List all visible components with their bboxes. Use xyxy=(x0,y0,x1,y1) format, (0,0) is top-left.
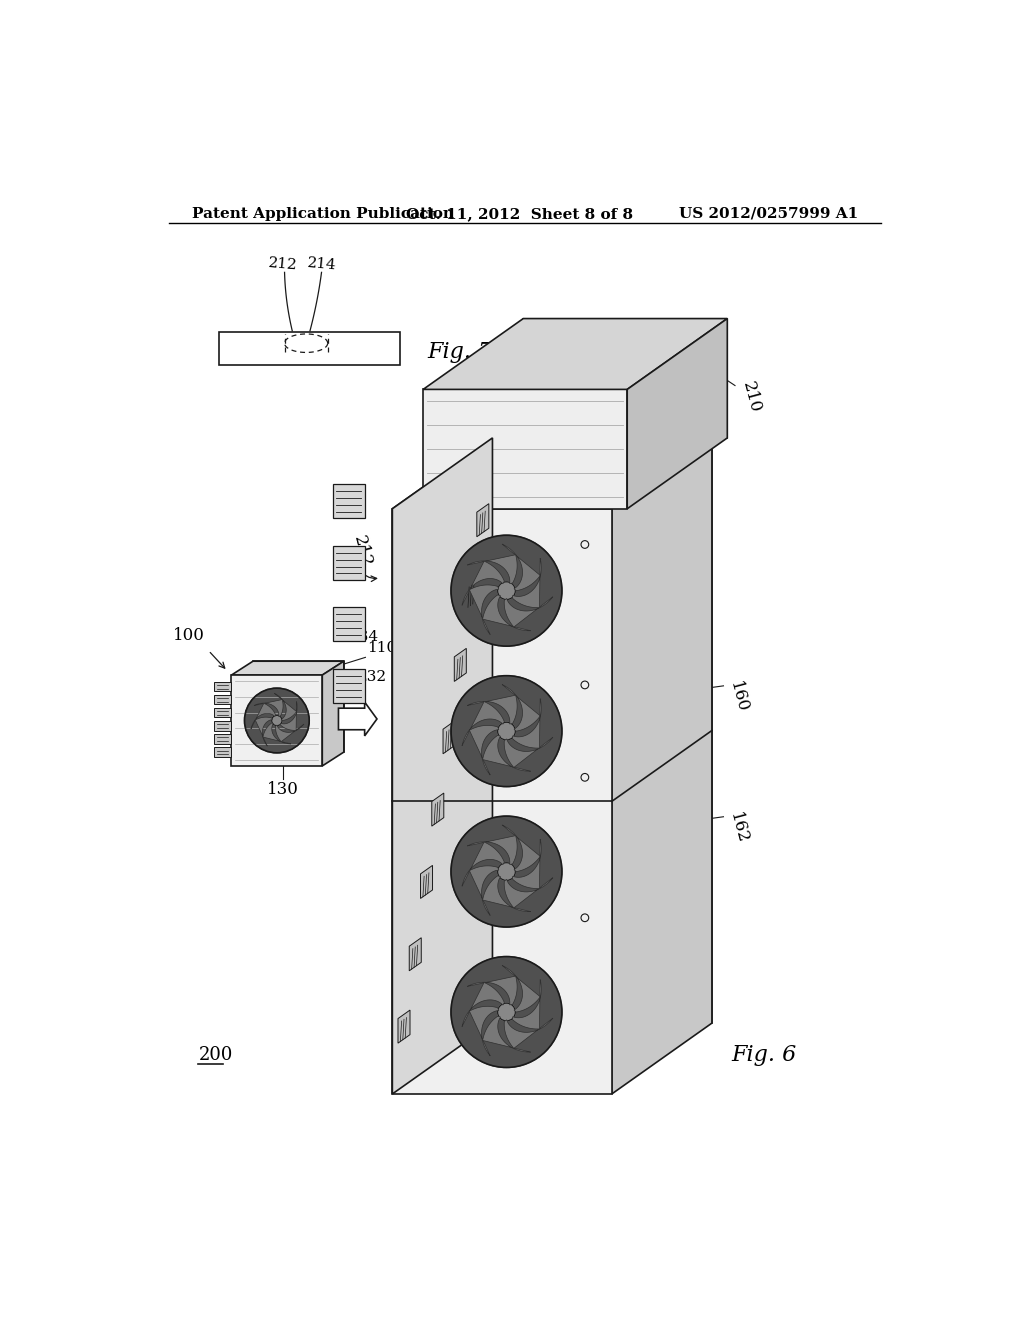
Bar xyxy=(214,734,231,743)
Polygon shape xyxy=(504,597,553,627)
Polygon shape xyxy=(251,704,275,729)
Polygon shape xyxy=(339,702,377,737)
Polygon shape xyxy=(502,965,541,1012)
Polygon shape xyxy=(467,554,517,583)
Polygon shape xyxy=(231,661,344,675)
Polygon shape xyxy=(323,661,344,766)
Polygon shape xyxy=(611,438,712,1094)
Polygon shape xyxy=(421,866,432,899)
Polygon shape xyxy=(263,723,291,744)
Polygon shape xyxy=(462,561,504,606)
Polygon shape xyxy=(443,721,455,754)
Bar xyxy=(333,669,366,702)
Circle shape xyxy=(451,957,562,1068)
Text: 200: 200 xyxy=(199,1047,232,1064)
Polygon shape xyxy=(467,696,517,723)
Polygon shape xyxy=(504,1018,553,1048)
Polygon shape xyxy=(423,318,727,389)
Text: 162: 162 xyxy=(726,810,751,846)
Bar xyxy=(214,696,231,705)
Polygon shape xyxy=(274,693,297,721)
Text: 130: 130 xyxy=(267,781,299,799)
Text: Oct. 11, 2012  Sheet 8 of 8: Oct. 11, 2012 Sheet 8 of 8 xyxy=(406,207,633,220)
Polygon shape xyxy=(281,701,297,730)
Polygon shape xyxy=(502,685,541,731)
Circle shape xyxy=(271,715,282,726)
Bar xyxy=(214,747,231,756)
Bar xyxy=(214,721,231,730)
Bar xyxy=(333,607,366,642)
Polygon shape xyxy=(469,585,499,635)
Text: 210: 210 xyxy=(739,380,764,414)
Polygon shape xyxy=(502,544,541,590)
Polygon shape xyxy=(467,836,517,865)
Polygon shape xyxy=(482,595,530,631)
Text: 212: 212 xyxy=(268,256,298,273)
Circle shape xyxy=(451,676,562,787)
Polygon shape xyxy=(466,576,477,609)
Polygon shape xyxy=(398,1010,410,1043)
Bar xyxy=(333,484,366,517)
Polygon shape xyxy=(502,825,541,871)
Bar xyxy=(231,675,323,766)
Polygon shape xyxy=(410,937,421,970)
Polygon shape xyxy=(462,701,504,746)
Polygon shape xyxy=(392,438,712,508)
Text: US 2012/0257999 A1: US 2012/0257999 A1 xyxy=(679,207,858,220)
Circle shape xyxy=(498,722,515,741)
Text: Patent Application Publication: Patent Application Publication xyxy=(193,207,455,220)
Polygon shape xyxy=(628,318,727,508)
Polygon shape xyxy=(504,878,553,908)
Text: 160: 160 xyxy=(726,680,751,715)
Polygon shape xyxy=(467,975,517,1005)
Circle shape xyxy=(451,535,562,645)
Text: 100: 100 xyxy=(173,627,205,644)
Polygon shape xyxy=(469,726,499,775)
Text: 110: 110 xyxy=(367,642,396,655)
Bar xyxy=(214,682,231,692)
Polygon shape xyxy=(513,840,542,888)
Polygon shape xyxy=(493,438,712,1023)
Text: 214: 214 xyxy=(306,256,337,273)
Polygon shape xyxy=(462,982,504,1027)
Circle shape xyxy=(451,816,562,927)
Polygon shape xyxy=(275,725,304,742)
Polygon shape xyxy=(469,1006,499,1056)
Bar xyxy=(219,331,400,364)
Polygon shape xyxy=(513,698,542,748)
Polygon shape xyxy=(513,558,542,607)
Polygon shape xyxy=(477,504,488,537)
Polygon shape xyxy=(504,737,553,767)
Circle shape xyxy=(245,688,309,752)
Polygon shape xyxy=(254,700,283,717)
Polygon shape xyxy=(432,793,443,826)
Polygon shape xyxy=(255,717,272,746)
Polygon shape xyxy=(469,866,499,916)
Circle shape xyxy=(498,1003,515,1020)
Polygon shape xyxy=(513,979,542,1030)
Polygon shape xyxy=(462,842,504,886)
Bar xyxy=(423,389,628,508)
Text: 232: 232 xyxy=(357,671,387,685)
Bar xyxy=(214,708,231,718)
Text: 234: 234 xyxy=(350,630,379,644)
Polygon shape xyxy=(253,661,344,752)
Circle shape xyxy=(498,582,515,599)
Polygon shape xyxy=(482,875,530,912)
Text: Fig. 6: Fig. 6 xyxy=(731,1044,797,1067)
Polygon shape xyxy=(392,438,493,1094)
Polygon shape xyxy=(455,648,466,681)
Bar xyxy=(392,508,611,1094)
Text: 212: 212 xyxy=(350,533,375,569)
Polygon shape xyxy=(523,318,727,438)
Polygon shape xyxy=(482,1016,530,1052)
Bar xyxy=(333,545,366,579)
Text: Fig. 7: Fig. 7 xyxy=(427,342,493,363)
Polygon shape xyxy=(482,735,530,771)
Circle shape xyxy=(498,863,515,880)
